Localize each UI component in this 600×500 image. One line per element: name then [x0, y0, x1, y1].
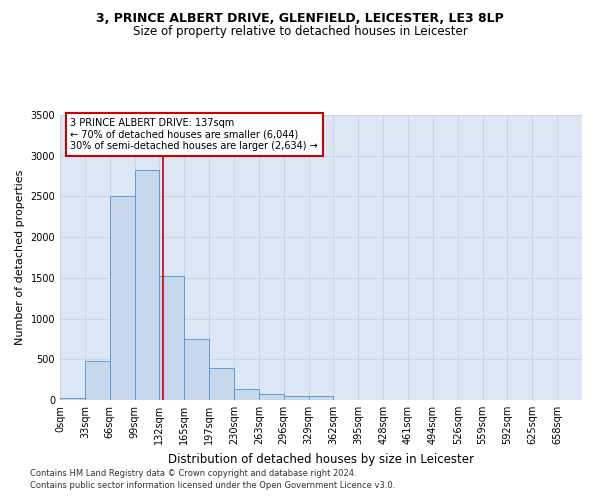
Text: 3 PRINCE ALBERT DRIVE: 137sqm
← 70% of detached houses are smaller (6,044)
30% o: 3 PRINCE ALBERT DRIVE: 137sqm ← 70% of d…: [70, 118, 318, 151]
Text: Size of property relative to detached houses in Leicester: Size of property relative to detached ho…: [133, 25, 467, 38]
Bar: [184, 339, 209, 400]
Bar: [234, 388, 259, 400]
X-axis label: Distribution of detached houses by size in Leicester: Distribution of detached houses by size …: [168, 452, 474, 466]
Bar: [308, 396, 334, 400]
Bar: [60, 398, 85, 400]
Bar: [134, 170, 160, 400]
Bar: [209, 368, 234, 400]
Text: 3, PRINCE ALBERT DRIVE, GLENFIELD, LEICESTER, LE3 8LP: 3, PRINCE ALBERT DRIVE, GLENFIELD, LEICE…: [96, 12, 504, 26]
Text: Contains HM Land Registry data © Crown copyright and database right 2024.: Contains HM Land Registry data © Crown c…: [30, 468, 356, 477]
Y-axis label: Number of detached properties: Number of detached properties: [15, 170, 25, 345]
Bar: [110, 196, 134, 400]
Bar: [284, 396, 308, 400]
Bar: [259, 394, 284, 400]
Bar: [85, 361, 110, 400]
Text: Contains public sector information licensed under the Open Government Licence v3: Contains public sector information licen…: [30, 481, 395, 490]
Bar: [160, 276, 184, 400]
